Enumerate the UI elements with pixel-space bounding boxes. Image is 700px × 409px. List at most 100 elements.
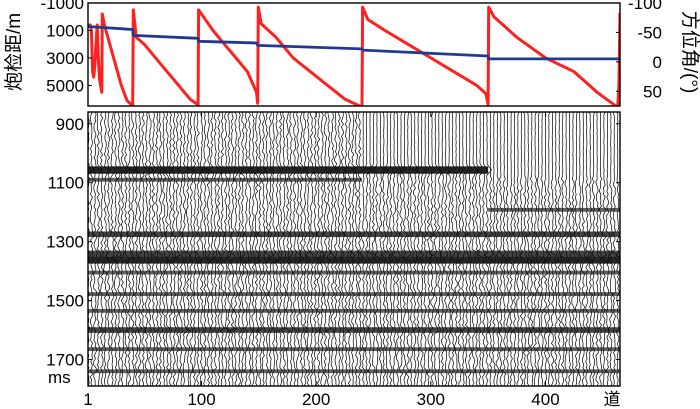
seismic-trace	[381, 112, 389, 386]
reflector-event	[88, 250, 620, 257]
reflector-event	[88, 166, 489, 174]
seismic-trace	[606, 112, 614, 386]
reflector-event	[88, 347, 620, 352]
seismic-trace	[449, 112, 457, 386]
seismic-trace	[598, 112, 604, 386]
seismic-trace	[559, 112, 567, 386]
seismic-trace	[557, 112, 563, 386]
offset-series-line	[88, 5, 620, 106]
seismic-trace	[254, 112, 261, 386]
left-axis-tick-label: 5000	[46, 76, 84, 95]
azimuth-series-line	[88, 25, 620, 61]
seismic-trace	[539, 112, 546, 386]
time-axis-tick-label: 1300	[46, 233, 84, 252]
seismic-trace	[124, 112, 131, 386]
seismic-trace	[281, 112, 287, 386]
seismic-trace	[491, 112, 497, 386]
seismic-trace	[247, 112, 254, 386]
seismic-trace	[219, 112, 227, 386]
seismic-trace	[229, 112, 236, 386]
left-axis-tick-label: 1000	[46, 21, 84, 40]
seismic-trace	[495, 112, 501, 386]
seismic-trace	[595, 112, 601, 386]
seismic-trace	[163, 112, 172, 386]
seismic-trace	[88, 112, 91, 386]
seismic-trace	[336, 112, 343, 386]
seismic-trace	[339, 112, 348, 386]
seismic-trace	[615, 112, 620, 386]
seismic-trace	[268, 112, 278, 386]
time-axis-tick-label: 1100	[47, 174, 84, 193]
seismic-trace	[267, 112, 275, 386]
seismic-trace	[600, 112, 608, 386]
seismic-trace	[317, 112, 328, 386]
top-panel-frame	[87, 2, 621, 107]
time-axis-tick-label: 1700	[46, 350, 84, 369]
seismic-trace	[112, 112, 120, 386]
seismic-trace	[412, 112, 419, 386]
seismic-trace	[471, 112, 478, 386]
seismic-trace	[143, 112, 150, 386]
seismic-trace	[96, 112, 105, 386]
seismic-trace	[248, 112, 257, 386]
seismic-trace	[296, 112, 302, 386]
seismic-trace	[563, 112, 569, 386]
right-axis-tick-label: -50	[637, 23, 662, 42]
left-axis-tick-label: 3000	[46, 49, 84, 68]
seismic-trace	[356, 112, 364, 386]
seismic-trace	[498, 112, 504, 386]
seismic-trace	[372, 112, 381, 386]
seismic-trace	[212, 112, 221, 386]
seismic-trace	[522, 112, 529, 386]
seismic-trace	[168, 112, 175, 386]
seismic-trace	[89, 112, 99, 386]
seismic-trace	[176, 112, 185, 386]
seismic-trace	[243, 112, 251, 386]
seismic-trace	[119, 112, 128, 386]
seismic-trace	[96, 112, 103, 386]
seismic-trace	[395, 112, 402, 386]
seismic-trace	[426, 112, 433, 386]
seismic-trace	[182, 112, 190, 386]
seismic-trace	[391, 112, 400, 386]
seismic-trace	[404, 112, 412, 386]
time-axis-tick-label: 1500	[46, 292, 84, 311]
seismic-trace	[504, 112, 511, 386]
seismic-trace	[474, 112, 484, 386]
seismic-traces	[88, 112, 620, 386]
seismic-trace	[519, 112, 526, 386]
reflector-event	[88, 369, 620, 374]
seismic-trace	[297, 112, 306, 386]
time-unit-label: ms	[48, 368, 71, 387]
seismic-trace	[370, 112, 377, 386]
trace-axis-tick-label: 200	[302, 390, 330, 409]
seismic-trace	[413, 112, 421, 386]
seismic-trace	[342, 112, 349, 386]
seismic-trace	[105, 112, 113, 386]
seismic-trace	[134, 112, 143, 386]
reflector-event	[88, 231, 620, 238]
seismic-trace	[584, 112, 591, 386]
seismic-trace	[292, 112, 299, 386]
seismic-trace	[130, 112, 137, 386]
seismic-trace	[468, 112, 474, 386]
left-axis-title: 炮检距/m	[3, 13, 25, 91]
trace-axis-tick-label: 100	[187, 390, 215, 409]
seismic-trace	[549, 112, 557, 386]
seismic-trace	[189, 112, 194, 386]
offset-azimuth-panel: -1000 1000 3000 5000 -100 -50 0 50 炮检距/m 方位角/(…	[3, 0, 700, 107]
seismic-trace	[351, 112, 360, 386]
trace-axis-tick-label: 1	[83, 390, 92, 409]
seismic-trace	[161, 112, 168, 386]
seismic-trace	[333, 112, 340, 386]
reflector-event	[88, 327, 620, 333]
seismic-trace	[314, 112, 323, 386]
right-axis-title: 方位角/(°)	[679, 11, 700, 94]
seismic-trace	[399, 112, 406, 386]
seismic-trace	[232, 112, 241, 386]
seismic-trace	[191, 112, 198, 386]
seismic-trace	[197, 112, 207, 386]
seismic-trace	[364, 112, 372, 386]
seismic-trace	[303, 112, 308, 386]
trace-axis-tick-label: 300	[417, 390, 445, 409]
